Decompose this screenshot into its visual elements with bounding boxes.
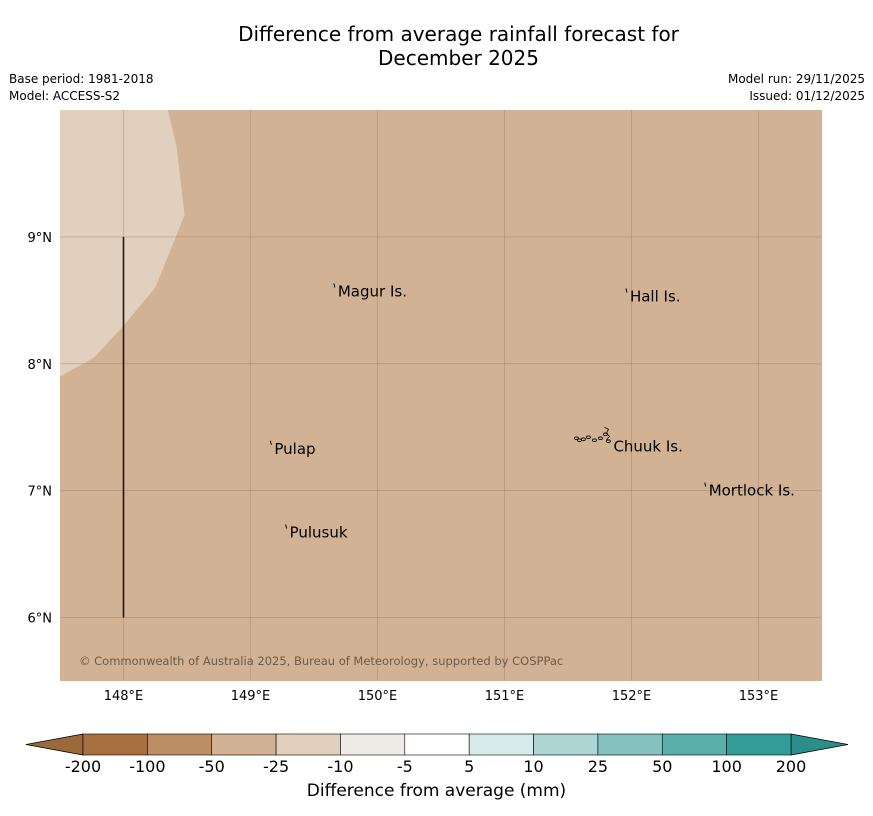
place-label: Mortlock Is. xyxy=(709,482,795,500)
lat-tick-label: 6°N xyxy=(28,612,53,627)
colorbar-segment xyxy=(533,733,599,756)
island-shape xyxy=(604,426,610,441)
colorbar-tick-label: -25 xyxy=(263,757,289,776)
place-label: Pulusuk xyxy=(290,524,348,542)
lon-tick-label: 149°E xyxy=(231,689,271,704)
colorbar-segment xyxy=(661,733,727,756)
island-marker xyxy=(285,524,288,529)
copyright-text: © Commonwealth of Australia 2025, Bureau… xyxy=(79,654,563,668)
lon-tick-label: 151°E xyxy=(485,689,525,704)
lighter-anomaly-region xyxy=(60,110,185,377)
rainfall-map: 148°E 149°E 150°E 151°E 152°E 153°E 6°N 7°N 8°N 9… xyxy=(25,110,849,776)
title-line-2: December 2025 xyxy=(378,46,539,70)
colorbar-over-arrow xyxy=(790,733,849,756)
meta-left: Base period: 1981-2018 Model: ACCESS-S2 xyxy=(9,71,154,105)
colorbar-tick-label: -50 xyxy=(199,757,225,776)
colorbar-tick-label: -5 xyxy=(397,757,413,776)
island-marker xyxy=(625,288,628,293)
place-label: Pulap xyxy=(274,440,315,458)
island-shape xyxy=(586,435,591,439)
colorbar-segment xyxy=(404,733,470,756)
colorbar-segment xyxy=(597,733,663,756)
colorbar-segment xyxy=(211,733,277,756)
island-marker xyxy=(704,482,707,487)
colorbar-tick-label: 5 xyxy=(464,757,474,776)
colorbar-tick-label: -10 xyxy=(327,757,353,776)
model-text: Model: ACCESS-S2 xyxy=(9,89,121,103)
chart-title: Difference from average rainfall forecas… xyxy=(0,22,873,70)
colorbar-tick-label: 25 xyxy=(588,757,608,776)
island-marker xyxy=(269,440,272,445)
colorbar-segment xyxy=(147,733,213,756)
lat-tick-label: 9°N xyxy=(28,231,53,246)
place-label: Chuuk Is. xyxy=(613,437,682,455)
colorbar-segment xyxy=(726,733,792,756)
island-shape xyxy=(598,436,603,440)
base-period-text: Base period: 1981-2018 xyxy=(9,72,154,86)
place-label: Magur Is. xyxy=(338,282,407,300)
island-marker xyxy=(333,283,336,288)
chuuk-islands-outline xyxy=(574,426,611,443)
colorbar-segment xyxy=(340,733,406,756)
lon-tick-label: 152°E xyxy=(612,689,652,704)
place-label: Hall Is. xyxy=(630,288,681,306)
meta-right: Model run: 29/11/2025 Issued: 01/12/2025 xyxy=(728,71,865,105)
lon-tick-label: 150°E xyxy=(358,689,398,704)
colorbar-tick-label: 200 xyxy=(776,757,807,776)
map-background xyxy=(60,110,822,681)
colorbar-tick-label: 100 xyxy=(711,757,742,776)
island-shape xyxy=(606,439,611,443)
lat-tick-label: 8°N xyxy=(28,358,53,373)
colorbar-title: Difference from average (mm) xyxy=(306,781,567,801)
island-shape xyxy=(574,436,579,440)
colorbar-under-arrow xyxy=(25,733,84,756)
colorbar-segment xyxy=(82,733,148,756)
colorbar-segment xyxy=(468,733,534,756)
island-shape xyxy=(581,437,586,441)
issued-text: Issued: 01/12/2025 xyxy=(749,89,865,103)
colorbar-tick-label: 10 xyxy=(523,757,543,776)
colorbar-tick-label: -200 xyxy=(65,757,101,776)
lat-tick-label: 7°N xyxy=(28,485,53,500)
lon-tick-label: 153°E xyxy=(739,689,779,704)
model-run-text: Model run: 29/11/2025 xyxy=(727,72,865,86)
colorbar-tick-label: 50 xyxy=(652,757,672,776)
title-line-1: Difference from average rainfall forecas… xyxy=(238,22,679,46)
island-shape xyxy=(592,438,597,442)
colorbar-segment xyxy=(275,733,341,756)
colorbar-tick-label: -100 xyxy=(129,757,165,776)
lon-tick-label: 148°E xyxy=(104,689,144,704)
